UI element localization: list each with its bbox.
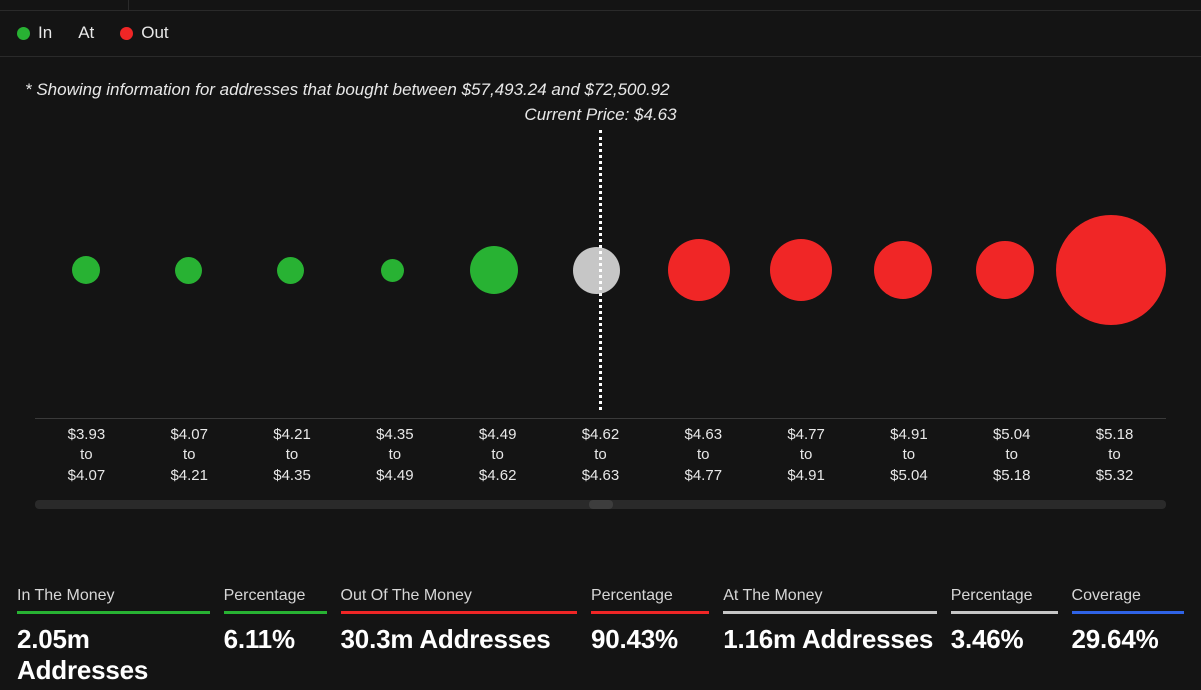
bubble-slot (35, 256, 137, 284)
current-price-line (599, 130, 602, 410)
bubble[interactable] (573, 247, 620, 294)
info-current-price: Current Price: $4.63 (0, 105, 1201, 125)
x-label: $3.93to$4.07 (35, 425, 138, 486)
horizontal-scrollbar[interactable] (35, 500, 1166, 509)
stat-value: 6.11% (224, 624, 327, 655)
bubble-slot (852, 241, 954, 299)
x-label: $4.63to$4.77 (652, 425, 755, 486)
legend-divider (0, 56, 1201, 57)
stat-value: 2.05m Addresses (17, 624, 210, 686)
legend-label-in: In (38, 23, 52, 43)
stat-value: 3.46% (951, 624, 1058, 655)
stats-row: In The Money 2.05m Addresses Percentage 6.1… (17, 587, 1184, 686)
bubble[interactable] (277, 257, 304, 284)
bubble-slot (750, 239, 852, 301)
info-range-text: * Showing information for addresses that… (25, 80, 670, 100)
stat-label: In The Money (17, 587, 210, 614)
stat-label: Percentage (951, 587, 1058, 614)
bubble-slot (137, 257, 239, 284)
top-divider (0, 10, 1201, 11)
legend-dot-out (120, 27, 133, 40)
x-label: $5.18to$5.32 (1063, 425, 1166, 486)
stat-label: Out Of The Money (341, 587, 577, 614)
legend: In At Out (17, 23, 169, 43)
legend-dot-in (17, 27, 30, 40)
bubble[interactable] (668, 239, 730, 301)
bubble[interactable] (770, 239, 832, 301)
x-label: $4.49to$4.62 (446, 425, 549, 486)
legend-item-in: In (17, 23, 52, 43)
stat-block: Percentage 6.11% (224, 587, 327, 686)
bubble-slot (648, 239, 750, 301)
stat-label: Percentage (224, 587, 327, 614)
bubble[interactable] (1056, 215, 1166, 325)
stat-block: At The Money 1.16m Addresses (723, 587, 937, 686)
stat-label: At The Money (723, 587, 937, 614)
stat-block: Percentage 90.43% (591, 587, 709, 686)
x-axis-labels: $3.93to$4.07$4.07to$4.21$4.21to$4.35$4.3… (35, 425, 1166, 486)
stat-block: In The Money 2.05m Addresses (17, 587, 210, 686)
bubble[interactable] (470, 246, 518, 294)
stat-value: 30.3m Addresses (341, 624, 577, 655)
stat-value: 29.64% (1072, 624, 1185, 655)
x-label: $4.21to$4.35 (241, 425, 344, 486)
bubble-chart (35, 130, 1166, 410)
chart-baseline (35, 418, 1166, 419)
bubble[interactable] (976, 241, 1034, 299)
bubble-slot (1056, 215, 1166, 325)
stat-value: 90.43% (591, 624, 709, 655)
bubble-slot (954, 241, 1056, 299)
x-label: $4.91to$5.04 (858, 425, 961, 486)
legend-item-at: At (78, 23, 94, 43)
x-label: $4.35to$4.49 (343, 425, 446, 486)
stat-block: Coverage 29.64% (1072, 587, 1185, 686)
stat-label: Coverage (1072, 587, 1185, 614)
scrollbar-thumb[interactable] (589, 500, 613, 509)
bubble[interactable] (381, 259, 404, 282)
legend-item-out: Out (120, 23, 168, 43)
bubble-slot (341, 259, 443, 282)
stat-label: Percentage (591, 587, 709, 614)
stat-block: Out Of The Money 30.3m Addresses (341, 587, 577, 686)
stat-value: 1.16m Addresses (723, 624, 937, 655)
legend-label-out: Out (141, 23, 168, 43)
bubble-slot (443, 246, 545, 294)
x-label: $4.07to$4.21 (138, 425, 241, 486)
bubble-slot (545, 247, 647, 294)
bubble[interactable] (874, 241, 932, 299)
bubble[interactable] (72, 256, 100, 284)
bubble[interactable] (175, 257, 202, 284)
legend-label-at: At (78, 23, 94, 43)
x-label: $5.04to$5.18 (960, 425, 1063, 486)
x-label: $4.62to$4.63 (549, 425, 652, 486)
bubble-slot (239, 257, 341, 284)
x-label: $4.77to$4.91 (755, 425, 858, 486)
stat-block: Percentage 3.46% (951, 587, 1058, 686)
